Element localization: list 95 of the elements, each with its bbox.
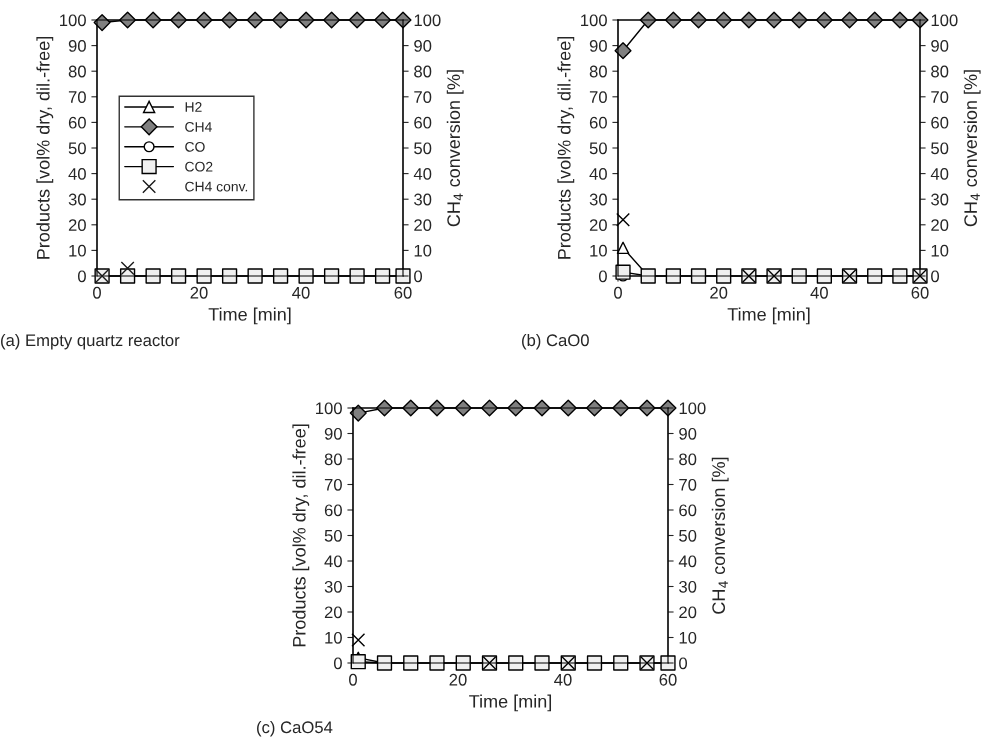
y2-tick-label: 70: [414, 91, 432, 103]
y2-tick-label: 70: [931, 91, 949, 103]
y2-tick-label: 50: [414, 142, 432, 155]
y2-tick-label: 30: [931, 193, 949, 206]
y-tick-label: 100: [316, 402, 342, 415]
text: (a) Empty quartz reactor: [1, 333, 180, 350]
y2-tick-label: 10: [414, 244, 432, 257]
y-tick-label: 80: [324, 453, 342, 466]
y2-tick-label: 0: [414, 270, 423, 283]
y-tick-label: 70: [589, 91, 607, 103]
y-tick-label: 40: [68, 168, 86, 180]
y2-axis-title: CH$_{4}$ conversion [%]: [711, 457, 729, 614]
y2-tick-label: 50: [931, 142, 949, 155]
y2-tick-label: 40: [930, 168, 949, 180]
y-tick-label: 100: [581, 14, 607, 27]
y-tick-label: 30: [68, 193, 86, 206]
y2-tick-label: 60: [931, 116, 949, 129]
x-tick-label: 60: [394, 286, 412, 299]
y-tick-label: 10: [590, 244, 607, 257]
y2-tick-label: 80: [931, 65, 949, 78]
y-tick-label: 60: [68, 116, 86, 129]
y2-tick-label: 10: [679, 631, 697, 644]
y-axis-title: Products [vol% dry, dil.-free]: [292, 424, 310, 647]
y-tick-label: 0: [333, 657, 342, 670]
legend-label: CO2: [185, 161, 213, 172]
y2-tick-label: 40: [413, 168, 432, 180]
y2-tick-label: 100: [931, 14, 958, 27]
y2-tick-label: 20: [679, 606, 697, 619]
y-tick-label: 90: [589, 40, 607, 52]
y-tick-label: 70: [68, 91, 86, 103]
legend-label: H2: [185, 102, 202, 112]
y2-tick-label: 30: [679, 580, 697, 593]
y-axis-title: Products [vol% dry, dil.-free]: [36, 37, 54, 259]
legend-label: CO: [185, 141, 205, 152]
y2-tick-label: 90: [414, 40, 432, 52]
y-tick-label: 0: [598, 270, 607, 283]
y-tick-label: 60: [589, 116, 607, 129]
y2-tick-label: 20: [931, 219, 949, 231]
y2-tick-label: 30: [414, 193, 432, 206]
x-axis-title: Time [min]: [469, 694, 552, 712]
y2-tick-label: 60: [679, 504, 697, 517]
y-tick-label: 40: [589, 168, 607, 180]
y2-tick-label: 60: [414, 116, 432, 129]
y-tick-label: 40: [324, 555, 342, 568]
y2-tick-label: 50: [679, 529, 697, 542]
y-tick-label: 90: [324, 427, 342, 440]
y2-axis-title: CH$_{4}$ conversion [%]: [446, 70, 464, 227]
y-tick-label: 30: [324, 580, 342, 593]
y-tick-label: 30: [589, 193, 607, 206]
x-axis-title: Time [min]: [208, 307, 291, 325]
y2-tick-label: 40: [678, 555, 697, 568]
y-tick-label: 90: [68, 40, 86, 52]
y-tick-label: 50: [68, 142, 86, 155]
x-tick-label: 0: [349, 673, 357, 686]
y2-tick-label: 80: [414, 65, 432, 78]
y2-tick-label: 90: [679, 427, 697, 440]
x-tick-label: 60: [911, 286, 929, 299]
x-tick-label: 40: [554, 673, 572, 686]
y2-axis-title: CH$_{4}$ conversion [%]: [963, 70, 981, 227]
legend-label: CH4 conv.: [185, 181, 248, 192]
y2-tick-label: 20: [414, 219, 432, 231]
y-tick-label: 20: [324, 606, 342, 619]
legend-label: CH4: [185, 122, 212, 132]
text: (c) CaO54: [257, 720, 333, 737]
y-tick-label: 100: [60, 14, 86, 27]
x-tick-label: 60: [659, 673, 677, 686]
y2-tick-label: 80: [679, 453, 697, 466]
y-axis-title: Products [vol% dry, dil.-free]: [557, 37, 575, 259]
y-tick-label: 70: [324, 478, 342, 491]
x-tick-label: 20: [190, 286, 208, 299]
y-tick-label: 80: [68, 65, 86, 78]
y-tick-label: 60: [324, 504, 342, 517]
y-tick-label: 50: [324, 529, 342, 542]
x-tick-label: 0: [93, 286, 101, 299]
x-tick-label: 20: [710, 286, 728, 299]
x-axis-title: Time [min]: [727, 307, 810, 325]
y-tick-label: 20: [68, 219, 86, 231]
x-tick-label: 0: [614, 286, 622, 299]
y2-tick-label: 70: [679, 478, 697, 491]
x-tick-label: 40: [810, 286, 828, 299]
y2-tick-label: 100: [414, 14, 441, 27]
y2-tick-label: 90: [931, 40, 949, 52]
y2-tick-label: 0: [931, 270, 940, 283]
y2-tick-label: 10: [931, 244, 949, 257]
y-tick-label: 80: [589, 65, 607, 78]
y-tick-label: 10: [325, 631, 342, 644]
y2-tick-label: 0: [679, 657, 688, 670]
text: (b) CaO0: [522, 333, 589, 350]
y-tick-label: 20: [589, 219, 607, 231]
x-tick-label: 40: [292, 286, 310, 299]
y2-tick-label: 100: [679, 402, 706, 415]
x-tick-label: 20: [449, 673, 467, 686]
y-tick-label: 10: [69, 244, 86, 257]
y-tick-label: 50: [589, 142, 607, 155]
y-tick-label: 0: [77, 270, 86, 283]
